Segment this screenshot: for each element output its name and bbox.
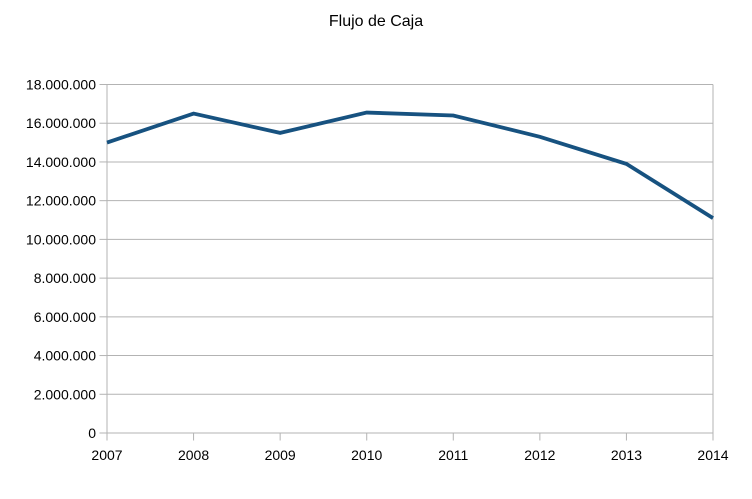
y-axis-tick-label: 8.000.000 [34,270,96,286]
y-axis-tick-label: 0 [88,425,96,441]
x-axis-tick-label: 2012 [524,447,555,463]
x-axis-tick-label: 2008 [178,447,209,463]
y-axis-tick-label: 12.000.000 [26,193,96,209]
y-axis-tick-label: 2.000.000 [34,386,96,402]
chart-title: Flujo de Caja [328,13,424,30]
y-axis-tick-label: 6.000.000 [34,309,96,325]
x-axis-tick-label: 2011 [438,447,468,463]
y-axis-tick-label: 10.000.000 [26,231,96,247]
y-axis-tick-label: 18.000.000 [26,77,96,93]
x-axis-tick-label: 2013 [611,447,642,463]
y-axis-tick-label: 16.000.000 [26,115,96,131]
x-axis-tick-label: 2010 [351,447,382,463]
x-axis-tick-label: 2009 [265,447,296,463]
y-axis-tick-label: 4.000.000 [34,348,96,364]
x-axis-tick-label: 2007 [91,447,122,463]
x-axis-tick-label: 2014 [697,447,728,463]
y-axis-tick-label: 14.000.000 [26,154,96,170]
series-line [106,110,715,220]
